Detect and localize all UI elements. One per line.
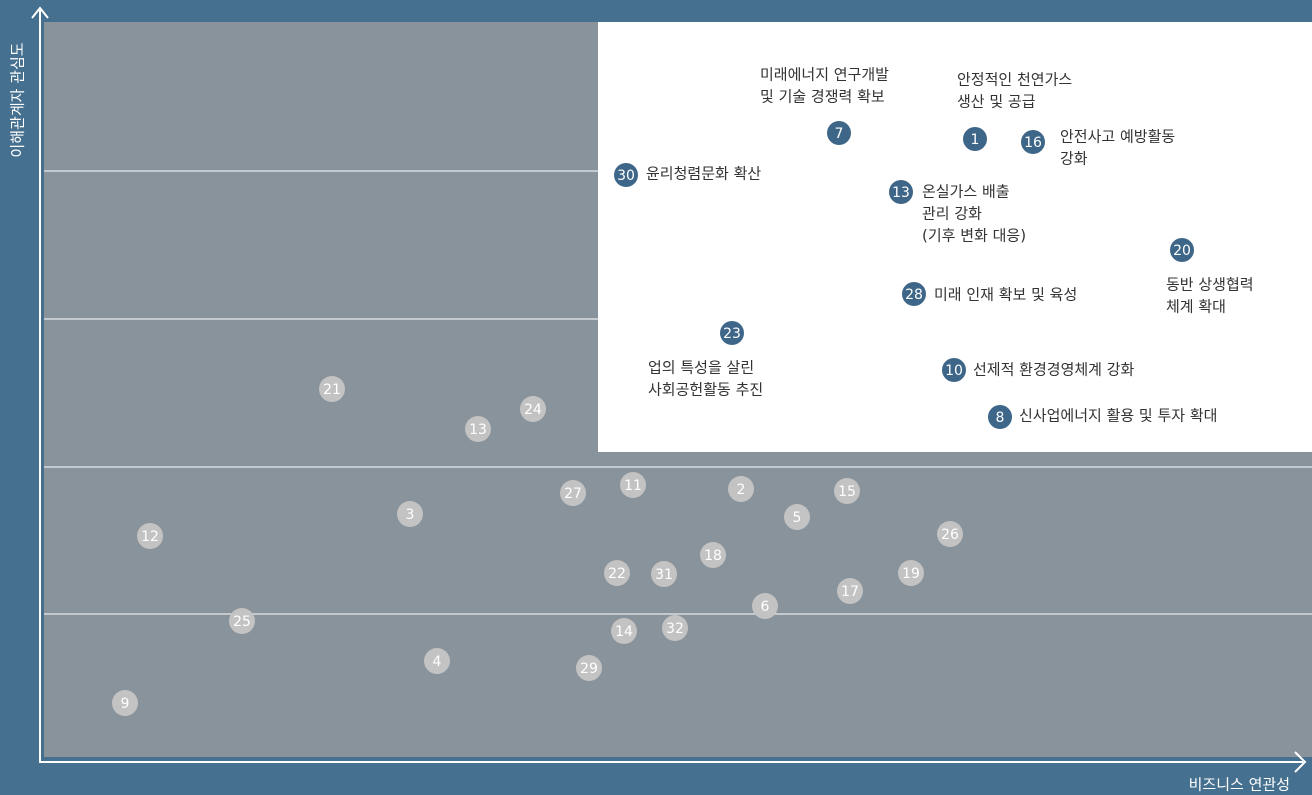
- y-axis-label: 이해관계자 관심도: [9, 42, 27, 157]
- key-issue-marker: [614, 163, 638, 187]
- issue-number: 24: [524, 402, 542, 418]
- issue-number: 29: [580, 661, 598, 677]
- issue-number: 22: [608, 566, 626, 582]
- issue-marker: [700, 542, 726, 568]
- issue-number: 17: [841, 584, 859, 600]
- key-issue-label: 생산 및 공급: [957, 93, 1036, 111]
- issue-marker: [520, 396, 546, 422]
- key-issue-marker: [1021, 130, 1045, 154]
- key-issue-number: 1: [971, 132, 980, 148]
- issue-marker: [662, 615, 688, 641]
- issue-number: 2: [737, 482, 746, 498]
- issue-marker: [620, 472, 646, 498]
- key-issue-number: 30: [617, 168, 635, 184]
- issue-marker: [319, 376, 345, 402]
- key-issue-label: 사회공헌활동 추진: [648, 381, 763, 399]
- issue-number: 5: [793, 510, 802, 526]
- issue-marker: [397, 501, 423, 527]
- issue-number: 3: [406, 507, 415, 523]
- issue-marker: [651, 561, 677, 587]
- key-issue-number: 13: [892, 185, 910, 201]
- issue-number: 26: [941, 527, 959, 543]
- issue-marker: [576, 655, 602, 681]
- issue-number: 4: [433, 654, 442, 670]
- key-issue-label: 신사업에너지 활용 및 투자 확대: [1019, 407, 1217, 425]
- key-issue-marker: [988, 405, 1012, 429]
- key-issue-label: 안정적인 천연가스: [957, 71, 1072, 89]
- issue-number: 32: [666, 621, 684, 637]
- key-issue-label: 관리 강화: [922, 205, 982, 223]
- key-issue-number: 28: [905, 287, 923, 303]
- grid: [44, 170, 1312, 615]
- key-issue-label: 온실가스 배출: [922, 183, 1010, 201]
- axes: [31, 6, 1307, 773]
- key-issue-marker: [942, 358, 966, 382]
- key-issue-marker: [963, 127, 987, 151]
- issue-marker: [560, 480, 586, 506]
- key-issue-label: 윤리청렴문화 확산: [646, 165, 761, 183]
- issue-marker: [112, 690, 138, 716]
- key-issue-number: 8: [996, 410, 1005, 426]
- issue-marker: [611, 618, 637, 644]
- issue-number: 14: [615, 624, 633, 640]
- key-issue-marker: [889, 180, 913, 204]
- issue-marker: [834, 478, 860, 504]
- key-issue-number: 7: [835, 126, 844, 142]
- issue-marker: [137, 523, 163, 549]
- key-issue-marker: [902, 282, 926, 306]
- key-issue-number: 23: [723, 326, 741, 342]
- key-issue-label: 동반 상생협력: [1166, 276, 1254, 294]
- key-issue-label: (기후 변화 대응): [922, 227, 1026, 245]
- key-issue-label: 안전사고 예방활동: [1060, 128, 1175, 146]
- issue-number: 13: [469, 422, 487, 438]
- issue-marker: [898, 560, 924, 586]
- issue-marker: [937, 521, 963, 547]
- issue-number: 25: [233, 614, 251, 630]
- issue-marker: [424, 648, 450, 674]
- issue-marker: [229, 608, 255, 634]
- key-issue-marker: [827, 121, 851, 145]
- issue-number: 12: [141, 529, 159, 545]
- issue-number: 27: [564, 486, 582, 502]
- issue-number: 18: [704, 548, 722, 564]
- issue-marker: [784, 504, 810, 530]
- issue-marker: [752, 593, 778, 619]
- key-issue-label: 선제적 환경경영체계 강화: [973, 361, 1135, 379]
- x-axis-label: 비즈니스 연관성: [1189, 776, 1290, 794]
- key-issue-label: 미래 인재 확보 및 육성: [934, 286, 1077, 304]
- key-issue-label: 업의 특성을 살린: [648, 359, 754, 377]
- issue-number: 31: [655, 567, 673, 583]
- key-issue-number: 20: [1173, 243, 1191, 259]
- issue-marker: [837, 578, 863, 604]
- issue-marker: [728, 476, 754, 502]
- key-issue-label: 미래에너지 연구개발: [760, 66, 889, 84]
- key-issue-marker: [720, 321, 744, 345]
- issue-number: 21: [323, 382, 341, 398]
- issue-number: 11: [624, 478, 642, 494]
- issue-number: 6: [761, 599, 770, 615]
- key-issue-number: 16: [1024, 135, 1042, 151]
- issue-number: 15: [838, 484, 856, 500]
- issue-marker: [604, 560, 630, 586]
- key-issue-marker: [1170, 238, 1194, 262]
- key-issue-number: 10: [945, 363, 963, 379]
- issue-marker: [465, 416, 491, 442]
- issue-number: 9: [121, 696, 130, 712]
- issue-number: 19: [902, 566, 920, 582]
- key-issue-label: 및 기술 경쟁력 확보: [760, 88, 885, 106]
- key-issue-label: 체계 확대: [1166, 298, 1226, 316]
- key-issue-label: 강화: [1060, 150, 1088, 168]
